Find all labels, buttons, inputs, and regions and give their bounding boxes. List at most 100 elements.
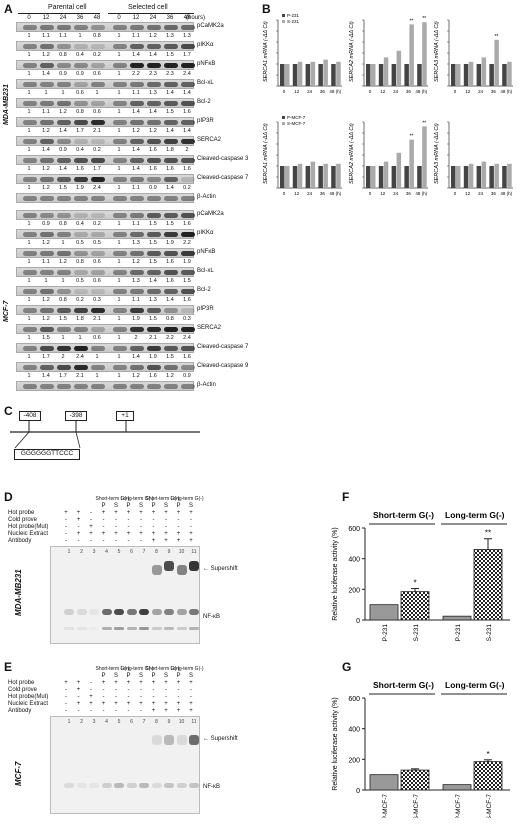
timepoint-label: 12 (42, 15, 50, 21)
blot-band (181, 365, 195, 370)
x-category-label: P-231 (382, 624, 389, 642)
legend-swatch (282, 14, 285, 17)
emsa-symbol: + (76, 680, 81, 686)
densitometry-value: 2.1 (149, 335, 157, 341)
densitometry-value: 1.2 (42, 240, 50, 246)
blot-band (181, 327, 195, 332)
qpcr-bar (468, 163, 474, 188)
ratio-row: 1 1.2 1.5 1.8 2.1 1 1.9 1.5 0.8 0.3 (16, 316, 194, 323)
densitometry-value: 1 (117, 259, 121, 265)
densitometry-value: 2.4 (76, 354, 84, 360)
densitometry-value: 1 (117, 185, 121, 191)
blot-band (57, 139, 71, 144)
blot-strip (16, 381, 195, 391)
lane-number: 10 (178, 549, 185, 555)
emsa-symbol: - (127, 538, 130, 544)
densitometry-value: 1 (27, 373, 31, 379)
blot-band (40, 308, 54, 313)
densitometry-value: 1 (27, 259, 31, 265)
blot-band (164, 270, 178, 275)
emsa-symbol: + (176, 708, 181, 714)
ps-label: P (101, 503, 106, 509)
emsa-symbol: - (102, 687, 105, 693)
blot-band (23, 63, 37, 68)
densitometry-value: 1 (117, 354, 121, 360)
densitometry-value: 1.2 (149, 33, 157, 39)
blot-band (74, 25, 88, 30)
densitometry-value: 1.1 (132, 90, 140, 96)
densitometry-value: 1.6 (149, 166, 157, 172)
densitometry-value: 1.7 (93, 166, 101, 172)
blot-band (57, 44, 71, 49)
blot-strip (16, 210, 195, 220)
blot-label: Cleaved-caspase 3 (197, 156, 249, 162)
ps-label: S (138, 503, 143, 509)
densitometry-value: 1.1 (42, 33, 50, 39)
emsa-symbol: - (140, 538, 142, 544)
blot-band (74, 327, 88, 332)
blot-band (57, 25, 71, 30)
densitometry-value: 1.4 (132, 109, 140, 115)
blot-band (130, 270, 144, 275)
qpcr-bar (494, 163, 499, 188)
emsa-symbol: + (126, 531, 131, 537)
qpcr-bar (305, 166, 311, 188)
emsa-symbol: + (101, 701, 106, 707)
blot-band (40, 139, 54, 144)
blot-label: pIP3R (197, 118, 214, 124)
blot-band (23, 44, 37, 49)
long-term-group-label: Long-term G(-) (120, 496, 154, 502)
lane-number: 11 (191, 549, 197, 555)
qpcr-bar (285, 166, 290, 188)
densitometry-value: 1.4 (149, 109, 157, 115)
qpcr-bar (318, 64, 323, 86)
blot-band (74, 251, 88, 256)
panel-b-letter: B (262, 2, 271, 16)
blot-band (91, 365, 105, 370)
blot-band (91, 25, 105, 30)
significance-marker: ** (494, 34, 498, 40)
blot-band (130, 63, 144, 68)
densitometry-value: 2.3 (166, 71, 174, 77)
lane-number: 8 (155, 719, 158, 725)
blot-band (147, 308, 161, 313)
densitometry-value: 1 (78, 33, 82, 39)
densitometry-value: 1.5 (59, 316, 67, 322)
legend-swatch (282, 20, 285, 23)
x-tick-label: 36 (406, 89, 412, 94)
luciferase-bar (442, 784, 472, 791)
long-term-group-label: Long-term G(-) (170, 496, 204, 502)
qpcr-bar (489, 64, 494, 86)
densitometry-value: 1.5 (149, 221, 157, 227)
y-tick-label: 600 (348, 526, 360, 533)
blot-strip (16, 98, 195, 108)
y-axis-label: SERCA2 mRNA (-ΔΔ Ct) (349, 21, 355, 82)
lane-number: 8 (155, 549, 158, 555)
emsa-symbol: + (76, 687, 81, 693)
densitometry-value: 1.3 (132, 278, 140, 284)
blot-band (74, 177, 88, 182)
blot-band (113, 289, 127, 294)
blot-band (147, 177, 161, 182)
y-axis-label: Relative luciferase activity (%) (332, 697, 339, 790)
nfkb-band-label: NF-κB (203, 614, 220, 620)
densitometry-value: 0.6 (93, 71, 101, 77)
y-axis-label: SERCA3 mRNA (-ΔΔ Ct) (434, 123, 440, 184)
blot-band (147, 101, 161, 106)
qpcr-bar (310, 61, 316, 86)
x-category-label: S-MCF-7 (486, 794, 493, 818)
densitometry-value: 1.7 (42, 354, 50, 360)
x-tick-label: 12 (294, 89, 300, 94)
densitometry-value: 1 (44, 278, 48, 284)
emsa-symbol: + (101, 680, 106, 686)
emsa-condition-label: Hot probe (8, 680, 35, 686)
lane-number: 3 (92, 549, 96, 555)
gel-band (176, 783, 187, 788)
blot-band (113, 101, 127, 106)
densitometry-value: 1.5 (59, 185, 67, 191)
densitometry-value: 0.6 (93, 335, 101, 341)
densitometry-value: 1.2 (132, 128, 140, 134)
gel-band (189, 783, 199, 788)
blot-band (164, 289, 178, 294)
blot-band (181, 158, 195, 163)
